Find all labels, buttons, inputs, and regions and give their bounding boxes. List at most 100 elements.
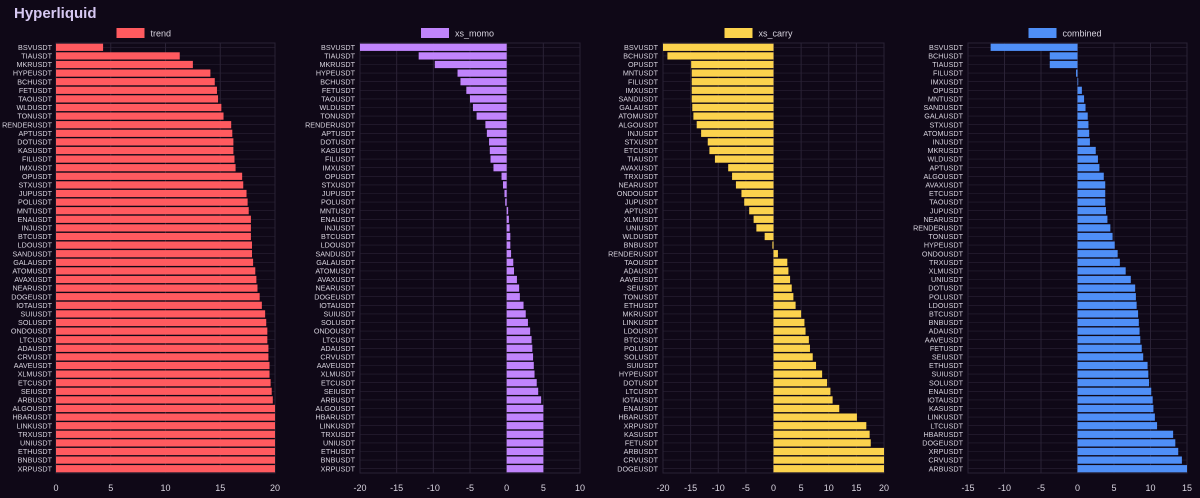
bar-tiausdt [1049, 60, 1078, 69]
category-label: ENAUSDT [18, 215, 53, 224]
bar-jupusdt [744, 198, 774, 206]
bar-ondousdt [56, 327, 268, 335]
bar-algousdt [696, 121, 774, 129]
x-tick-label: -5 [466, 483, 474, 493]
category-label: ETHUSDT [321, 447, 356, 456]
category-label: ATOMUSDT [618, 112, 658, 121]
category-label: ENAUSDT [321, 215, 356, 224]
x-tick-label: -20 [656, 483, 669, 493]
bar-tonusdt [476, 112, 507, 120]
category-label: IMXUSDT [626, 86, 659, 95]
bar-mkrusdt [1077, 146, 1096, 155]
bar-suiusdt [56, 310, 266, 318]
legend-swatch [1028, 28, 1057, 38]
bar-kasusdt [56, 146, 234, 155]
category-label: MNTUSDT [623, 69, 659, 78]
category-label: SUIUSDT [931, 370, 963, 379]
x-tick-label: -10 [427, 483, 440, 493]
category-label: RENDERUSDT [2, 120, 53, 129]
category-label: KASUSDT [18, 146, 53, 155]
x-tick-label: 15 [215, 483, 225, 493]
category-label: TONUSDT [623, 292, 658, 301]
bar-imxusdt [1077, 78, 1079, 86]
bar-crvusdt [1077, 456, 1182, 464]
bar-bnbusdt [1077, 318, 1139, 327]
category-label: CRVUSDT [320, 353, 355, 362]
bar-filusdt [56, 155, 235, 163]
bar-tiausdt [56, 52, 180, 60]
bar-wldusdt [56, 103, 222, 112]
x-tick-label: 10 [1145, 483, 1155, 493]
bar-hypeusdt [457, 69, 507, 77]
bar-galausdt [1077, 112, 1088, 120]
category-label: LINKUSDT [319, 421, 355, 430]
bar-jupusdt [504, 189, 507, 198]
category-label: UNIUSDT [931, 275, 964, 284]
category-label: ONDOUSDT [314, 327, 356, 336]
category-label: JUPUSDT [625, 198, 659, 207]
bar-bchusdt [667, 52, 774, 60]
bar-fetusdt [773, 439, 871, 447]
bar-tiausdt [714, 155, 774, 163]
bar-wldusdt [1077, 155, 1098, 163]
bar-sandusdt [506, 250, 512, 258]
category-label: HYPEUSDT [13, 69, 53, 78]
bar-dotusdt [56, 138, 234, 146]
category-label: ALGOUSDT [618, 120, 658, 129]
bar-xrpusdt [506, 465, 544, 473]
bar-adausdt [1077, 327, 1140, 335]
category-label: XRPUSDT [321, 464, 356, 473]
bar-bsvusdt [360, 43, 507, 51]
bar-dogeusdt [56, 293, 260, 301]
bar-ltcusdt [773, 387, 831, 395]
bar-bnbusdt [772, 241, 774, 249]
category-label: SANDUSDT [315, 249, 355, 258]
bar-kasusdt [489, 146, 507, 155]
category-label: SOLUSDT [929, 378, 964, 387]
x-tick-label: 20 [270, 483, 280, 493]
x-tick-label: 15 [1182, 483, 1192, 493]
category-label: RENDERUSDT [913, 224, 964, 233]
x-tick-label: 5 [541, 483, 546, 493]
bar-wldusdt [472, 103, 507, 112]
legend-label: xs_momo [455, 29, 494, 39]
bar-taousdt [56, 95, 219, 103]
category-label: STXUSDT [321, 181, 355, 190]
bar-dogeusdt [773, 465, 884, 473]
bar-bnbusdt [506, 456, 544, 464]
category-label: BNBUSDT [321, 456, 356, 465]
category-label: DOTUSDT [320, 138, 355, 147]
bar-polusdt [1077, 293, 1136, 301]
category-label: CRVUSDT [623, 456, 658, 465]
category-label: KASUSDT [321, 146, 356, 155]
bar-btcusdt [56, 232, 251, 241]
bar-atomusdt [506, 267, 514, 275]
category-label: ADAUSDT [929, 327, 964, 336]
category-label: BSVUSDT [929, 43, 964, 52]
category-label: TIAUSDT [324, 52, 355, 61]
category-label: NEARUSDT [315, 284, 355, 293]
category-label: XLMUSDT [624, 215, 659, 224]
bar-galausdt [56, 258, 254, 266]
category-label: TIAUSDT [627, 155, 658, 164]
category-label: CRVUSDT [17, 353, 52, 362]
bar-linkusdt [1077, 413, 1155, 421]
bar-renderusdt [1077, 224, 1111, 232]
category-label: IOTAUSDT [16, 301, 52, 310]
x-tick-label: 5 [799, 483, 804, 493]
legend-label: combined [1063, 29, 1102, 39]
bar-avaxusdt [506, 275, 517, 284]
category-label: MKRUSDT [16, 60, 52, 69]
bar-ltcusdt [506, 336, 532, 344]
category-label: TAOUSDT [321, 95, 355, 104]
category-label: NEARUSDT [923, 215, 963, 224]
category-label: ETCUSDT [321, 378, 356, 387]
bar-bnbusdt [56, 456, 275, 464]
x-tick-label: -15 [684, 483, 697, 493]
bar-avaxusdt [728, 164, 774, 172]
bar-taousdt [773, 258, 788, 266]
bar-mkrusdt [773, 310, 802, 318]
bar-renderusdt [485, 121, 507, 129]
category-label: POLUSDT [929, 292, 964, 301]
category-label: HBARUSDT [923, 430, 963, 439]
